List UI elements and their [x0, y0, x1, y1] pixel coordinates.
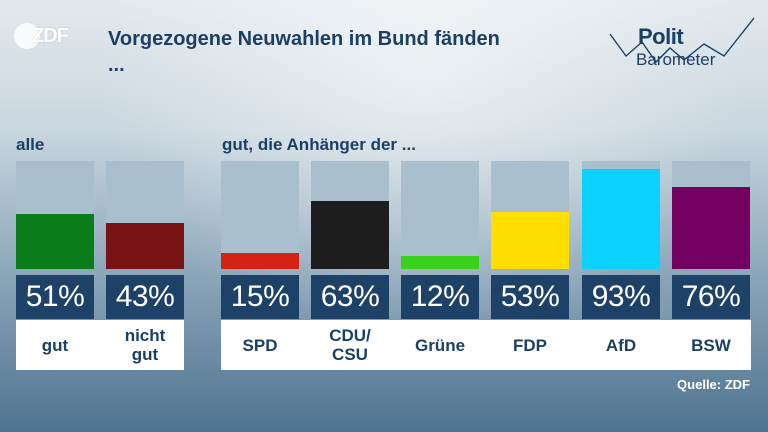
bar-track-afd: [582, 161, 660, 269]
value-label-gut: 51%: [16, 275, 94, 319]
bar-cdu-csu: [311, 201, 389, 269]
value-label-cdu-csu: 63%: [311, 275, 389, 319]
bar-spd: [221, 253, 299, 269]
value-label-fdp: 53%: [491, 275, 569, 319]
label-strip-all: [16, 320, 184, 370]
bar-track-nicht-gut: [106, 161, 184, 269]
politbarometer-word-polit: Polit: [638, 24, 684, 49]
bar-track-grüne: [401, 161, 479, 269]
chart-title: Vorgezogene Neuwahlen im Bund fänden ...: [108, 28, 500, 76]
bar-track-bsw: [672, 161, 750, 269]
source-note: Quelle: ZDF: [677, 377, 750, 392]
value-label-afd: 93%: [582, 275, 660, 319]
value-label-spd: 15%: [221, 275, 299, 319]
value-label-grüne: 12%: [401, 275, 479, 319]
section-label-all: alle: [16, 135, 45, 154]
category-label-afd: AfD: [605, 335, 637, 355]
bar-track-spd: [221, 161, 299, 269]
politbarometer-logo: Polit Barometer: [604, 10, 764, 80]
category-label-nicht-gut: nicht gut: [124, 326, 166, 364]
zdf-logo-circle: [14, 23, 40, 49]
zdf-logo-text: ZDF: [32, 24, 69, 47]
bar-afd: [582, 169, 660, 269]
section-label-parties: gut, die Anhänger der ...: [222, 135, 416, 154]
bar-fdp: [491, 212, 569, 269]
bar-track-fdp: [491, 161, 569, 269]
label-strip-parties: [221, 320, 751, 370]
politbarometer-graph-icon: [609, 17, 755, 64]
category-label-gut: gut: [41, 335, 69, 355]
category-label-cdu-csu: CDU/ CSU: [329, 326, 371, 364]
value-label-bsw: 76%: [672, 275, 750, 319]
bar-nicht-gut: [106, 223, 184, 269]
bar-track-cdu-csu: [311, 161, 389, 269]
bar-gut: [16, 214, 94, 269]
bar-track-gut: [16, 161, 94, 269]
zdf-logo: ZDF: [14, 22, 69, 50]
value-label-nicht-gut: 43%: [106, 275, 184, 319]
bar-bsw: [672, 187, 750, 269]
category-label-spd: SPD: [242, 335, 278, 355]
category-label-bsw: BSW: [691, 335, 731, 355]
politbarometer-word-barometer: Barometer: [636, 50, 716, 69]
category-label-grüne: Grüne: [414, 335, 466, 355]
category-label-fdp: FDP: [513, 335, 547, 355]
bar-grüne: [401, 256, 479, 269]
